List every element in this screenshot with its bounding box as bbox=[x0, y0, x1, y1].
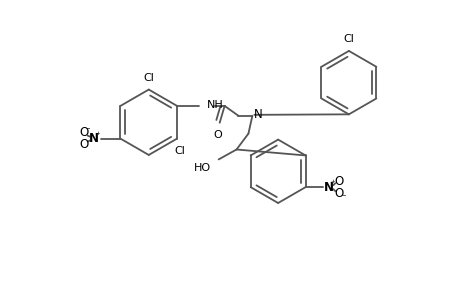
Text: N: N bbox=[324, 181, 334, 194]
Text: Cl: Cl bbox=[343, 34, 353, 44]
Text: O: O bbox=[79, 138, 88, 151]
Text: HO: HO bbox=[193, 164, 210, 173]
Text: O: O bbox=[334, 187, 343, 200]
Text: N: N bbox=[254, 108, 263, 121]
Text: $^-$: $^-$ bbox=[339, 192, 346, 201]
Text: $^+$: $^+$ bbox=[329, 179, 336, 188]
Text: $^-$: $^-$ bbox=[84, 125, 91, 134]
Text: Cl: Cl bbox=[143, 73, 154, 82]
Text: N: N bbox=[89, 132, 99, 145]
Text: $^+$: $^+$ bbox=[94, 130, 101, 139]
Text: NH: NH bbox=[207, 100, 223, 110]
Text: Cl: Cl bbox=[174, 146, 185, 155]
Text: O: O bbox=[79, 126, 88, 139]
Text: O: O bbox=[213, 130, 222, 140]
Text: O: O bbox=[334, 175, 343, 188]
